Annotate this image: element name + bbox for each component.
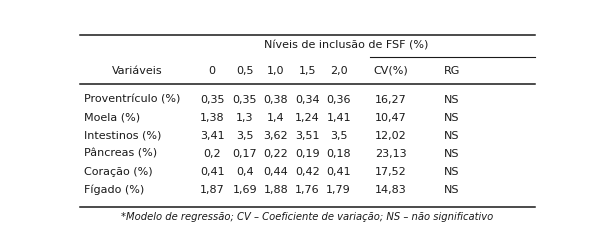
Text: CV(%): CV(%) [374,66,409,76]
Text: 0,2: 0,2 [203,148,221,158]
Text: 0: 0 [209,66,215,76]
Text: 12,02: 12,02 [376,130,407,140]
Text: 2,0: 2,0 [330,66,347,76]
Text: 1,69: 1,69 [232,184,257,194]
Text: 1,88: 1,88 [263,184,288,194]
Text: NS: NS [444,148,460,158]
Text: Proventrículo (%): Proventrículo (%) [84,94,181,104]
Text: 1,24: 1,24 [295,112,320,122]
Text: 0,4: 0,4 [236,166,254,176]
Text: NS: NS [444,130,460,140]
Text: 10,47: 10,47 [376,112,407,122]
Text: 0,41: 0,41 [200,166,224,176]
Text: 0,35: 0,35 [200,94,224,104]
Text: 0,38: 0,38 [263,94,288,104]
Text: 3,5: 3,5 [330,130,347,140]
Text: Fígado (%): Fígado (%) [84,184,145,194]
Text: Coração (%): Coração (%) [84,166,153,176]
Text: 0,17: 0,17 [232,148,257,158]
Text: Intestinos (%): Intestinos (%) [84,130,161,140]
Text: 0,41: 0,41 [326,166,351,176]
Text: 1,76: 1,76 [295,184,320,194]
Text: Variáveis: Variáveis [112,66,163,76]
Text: 1,79: 1,79 [326,184,351,194]
Text: 1,3: 1,3 [236,112,253,122]
Text: 0,42: 0,42 [295,166,320,176]
Text: 1,4: 1,4 [267,112,284,122]
Text: Níveis de inclusão de FSF (%): Níveis de inclusão de FSF (%) [263,41,428,51]
Text: 23,13: 23,13 [376,148,407,158]
Text: 0,36: 0,36 [326,94,351,104]
Text: 16,27: 16,27 [376,94,407,104]
Text: RG: RG [443,66,460,76]
Text: 17,52: 17,52 [376,166,407,176]
Text: 1,87: 1,87 [200,184,224,194]
Text: 0,5: 0,5 [236,66,253,76]
Text: 1,38: 1,38 [200,112,224,122]
Text: *Modelo de regressão; CV – Coeficiente de variação; NS – não significativo: *Modelo de regressão; CV – Coeficiente d… [121,211,494,221]
Text: 0,44: 0,44 [263,166,288,176]
Text: Pâncreas (%): Pâncreas (%) [84,148,157,158]
Text: 1,0: 1,0 [267,66,284,76]
Text: 0,18: 0,18 [326,148,351,158]
Text: NS: NS [444,112,460,122]
Text: 0,22: 0,22 [263,148,288,158]
Text: NS: NS [444,184,460,194]
Text: 1,5: 1,5 [299,66,316,76]
Text: NS: NS [444,166,460,176]
Text: 3,5: 3,5 [236,130,253,140]
Text: 3,51: 3,51 [295,130,320,140]
Text: 1,41: 1,41 [326,112,351,122]
Text: NS: NS [444,94,460,104]
Text: 0,19: 0,19 [295,148,320,158]
Text: 0,34: 0,34 [295,94,320,104]
Text: 3,62: 3,62 [263,130,288,140]
Text: 0,35: 0,35 [232,94,257,104]
Text: 14,83: 14,83 [376,184,407,194]
Text: Moela (%): Moela (%) [84,112,140,122]
Text: 3,41: 3,41 [200,130,224,140]
